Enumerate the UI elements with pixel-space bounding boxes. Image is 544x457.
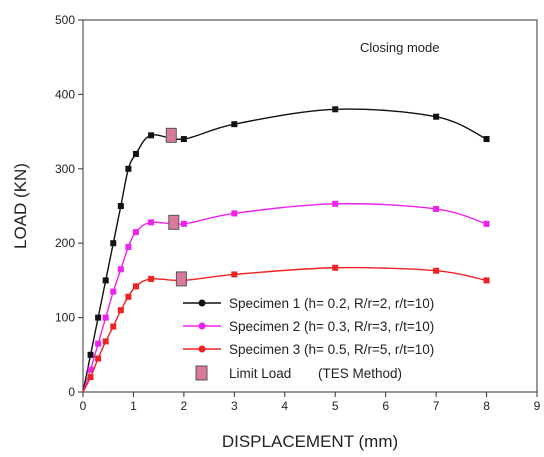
data-point (332, 200, 339, 207)
plot-area (82, 19, 538, 393)
legend-swatch-marker (198, 322, 206, 330)
data-point (332, 106, 339, 113)
data-point (433, 205, 440, 212)
limit-load-markers (165, 127, 187, 287)
x-tick-label: 3 (231, 399, 238, 413)
chart-annotation: Closing mode (360, 40, 440, 55)
axis-ticks: 0 1 2 3 4 5 6 7 8 9 0 100 200 300 400 500 (55, 13, 541, 413)
data-point (231, 271, 238, 278)
data-point (231, 121, 238, 128)
legend-swatch-marker (198, 299, 206, 307)
y-tick-label: 500 (55, 13, 75, 27)
data-point (125, 243, 132, 250)
x-tick-label: 5 (332, 399, 339, 413)
data-point (180, 136, 187, 143)
y-tick-label: 400 (55, 87, 75, 101)
data-point (95, 340, 102, 347)
legend-label-limit-load-method: (TES Method) (318, 366, 402, 381)
data-point (110, 240, 117, 247)
data-point (433, 267, 440, 274)
data-point (483, 136, 490, 143)
legend-label-limit-load: Limit Load (229, 366, 291, 381)
legend-entry-specimen-2: Specimen 2 (h= 0.3, R/r=3, r/t=10) (183, 319, 434, 334)
x-axis-label: DISPLACEMENT (mm) (222, 432, 398, 451)
x-tick-label: 7 (433, 399, 440, 413)
y-tick-label: 300 (55, 162, 75, 176)
limit-load-marker (165, 127, 177, 143)
data-point (95, 355, 102, 362)
legend-entry-specimen-1: Specimen 1 (h= 0.2, R/r=2, r/t=10) (183, 296, 434, 311)
data-point (87, 374, 94, 381)
legend-label-specimen-1: Specimen 1 (h= 0.2, R/r=2, r/t=10) (229, 296, 434, 311)
legend-label-specimen-3: Specimen 3 (h= 0.5, R/r=5, r/t=10) (229, 342, 434, 357)
series-specimen-1 (82, 106, 490, 393)
data-point (87, 351, 94, 358)
x-tick-label: 6 (382, 399, 389, 413)
data-point (117, 203, 124, 209)
x-tick-label: 1 (130, 399, 137, 413)
data-point (148, 275, 155, 282)
data-point (433, 113, 440, 120)
data-point (102, 338, 109, 345)
data-point (180, 220, 187, 227)
series-specimen-2 (82, 200, 490, 393)
series-layer (82, 106, 490, 393)
data-point (110, 323, 117, 330)
data-point (483, 277, 490, 284)
data-point (95, 314, 102, 321)
data-point (87, 366, 94, 373)
x-tick-label: 8 (483, 399, 490, 413)
x-tick-label: 2 (181, 399, 188, 413)
data-point (117, 266, 124, 273)
data-point (102, 277, 109, 284)
legend-entry-specimen-3: Specimen 3 (h= 0.5, R/r=5, r/t=10) (183, 342, 434, 357)
legend-swatch-square (195, 365, 208, 381)
data-point (332, 264, 339, 271)
x-tick-label: 4 (281, 399, 288, 413)
legend-label-specimen-2: Specimen 2 (h= 0.3, R/r=3, r/t=10) (229, 319, 434, 334)
x-tick-label: 0 (80, 399, 87, 413)
y-axis-label: LOAD (KN) (11, 163, 30, 249)
x-tick-label: 9 (534, 399, 541, 413)
data-point (110, 288, 117, 295)
y-tick-label: 200 (55, 236, 75, 250)
data-point (148, 219, 155, 226)
legend: Specimen 1 (h= 0.2, R/r=2, r/t=10) Speci… (183, 296, 434, 381)
plot-border (82, 19, 538, 393)
y-tick-label: 0 (68, 385, 75, 399)
data-point (483, 220, 490, 227)
data-point (132, 150, 139, 157)
data-point (231, 210, 238, 217)
data-point (125, 165, 132, 172)
data-point (117, 307, 124, 314)
limit-load-marker (175, 271, 187, 287)
data-point (125, 293, 132, 300)
data-point (132, 229, 139, 236)
legend-swatch-marker (198, 345, 206, 353)
data-point (132, 283, 139, 290)
series-specimen-3 (82, 264, 490, 393)
data-point (102, 314, 109, 321)
data-point (148, 132, 155, 139)
y-tick-label: 100 (55, 311, 75, 325)
limit-load-marker (168, 214, 180, 230)
legend-entry-limit-load: Limit Load (TES Method) (195, 365, 402, 381)
